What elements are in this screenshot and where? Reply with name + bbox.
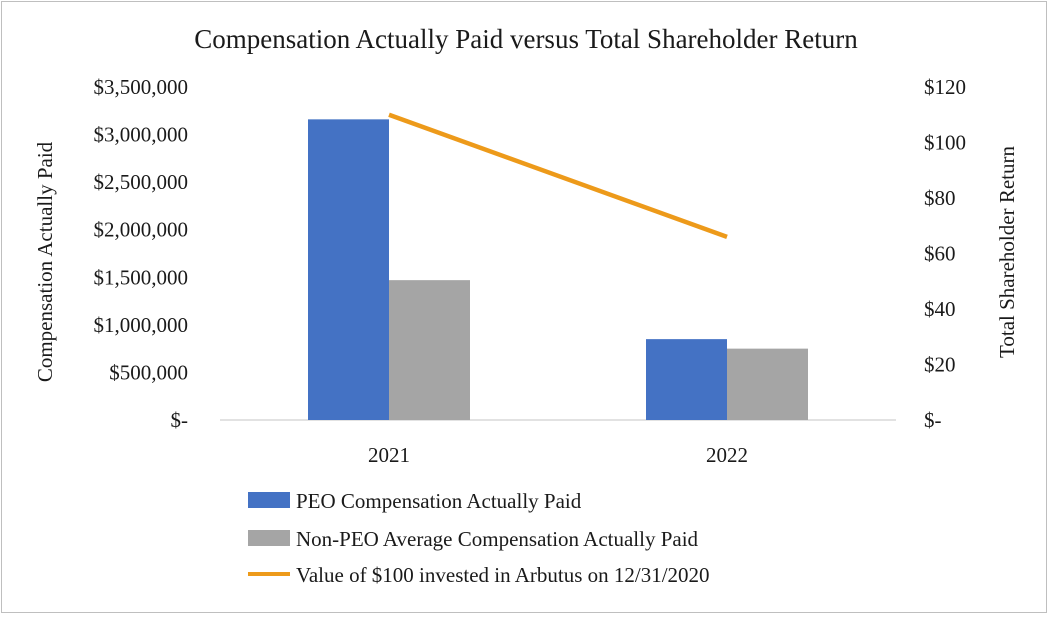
legend-label-non-peo: Non-PEO Average Compensation Actually Pa… bbox=[296, 527, 699, 551]
right-axis-title: Total Shareholder Return bbox=[995, 146, 1019, 358]
left-tick-label: $500,000 bbox=[109, 360, 188, 384]
legend-label-peo: PEO Compensation Actually Paid bbox=[296, 489, 582, 513]
bar-non-peo-2022 bbox=[727, 348, 808, 420]
left-tick-label: $2,000,000 bbox=[94, 218, 189, 242]
category-label: 2021 bbox=[368, 443, 410, 467]
left-axis-title: Compensation Actually Paid bbox=[33, 141, 57, 382]
bar-peo-2022 bbox=[646, 339, 727, 420]
bar-non-peo-2021 bbox=[389, 280, 470, 420]
legend-swatch-non-peo bbox=[248, 530, 290, 546]
line-series-group bbox=[388, 112, 728, 239]
legend-label-tsr: Value of $100 invested in Arbutus on 12/… bbox=[296, 563, 710, 587]
right-axis-ticks: $- $20 $40 $60 $80 $100 $120 bbox=[924, 75, 966, 432]
bar-peo-2021 bbox=[308, 119, 389, 420]
tsr-line bbox=[388, 112, 728, 239]
category-labels: 2021 2022 bbox=[368, 443, 748, 467]
right-tick-label: $40 bbox=[924, 297, 956, 321]
left-tick-label: $3,000,000 bbox=[94, 123, 189, 147]
left-tick-label: $1,500,000 bbox=[94, 265, 189, 289]
left-tick-label: $2,500,000 bbox=[94, 170, 189, 194]
left-tick-label: $1,000,000 bbox=[94, 313, 189, 337]
right-tick-label: $20 bbox=[924, 353, 956, 377]
right-tick-label: $100 bbox=[924, 131, 966, 155]
left-axis-ticks: $- $500,000 $1,000,000 $1,500,000 $2,000,000… bbox=[94, 75, 189, 432]
legend-swatch-peo bbox=[248, 492, 290, 508]
category-label: 2022 bbox=[706, 443, 748, 467]
legend: PEO Compensation Actually Paid Non-PEO A… bbox=[248, 489, 710, 587]
right-tick-label: $60 bbox=[924, 242, 956, 266]
right-tick-label: $120 bbox=[924, 75, 966, 99]
left-tick-label: $3,500,000 bbox=[94, 75, 189, 99]
left-tick-label: $- bbox=[171, 408, 189, 432]
bars-group bbox=[308, 119, 808, 420]
right-tick-label: $80 bbox=[924, 186, 956, 210]
chart-title: Compensation Actually Paid versus Total … bbox=[194, 24, 858, 54]
right-tick-label: $- bbox=[924, 408, 942, 432]
